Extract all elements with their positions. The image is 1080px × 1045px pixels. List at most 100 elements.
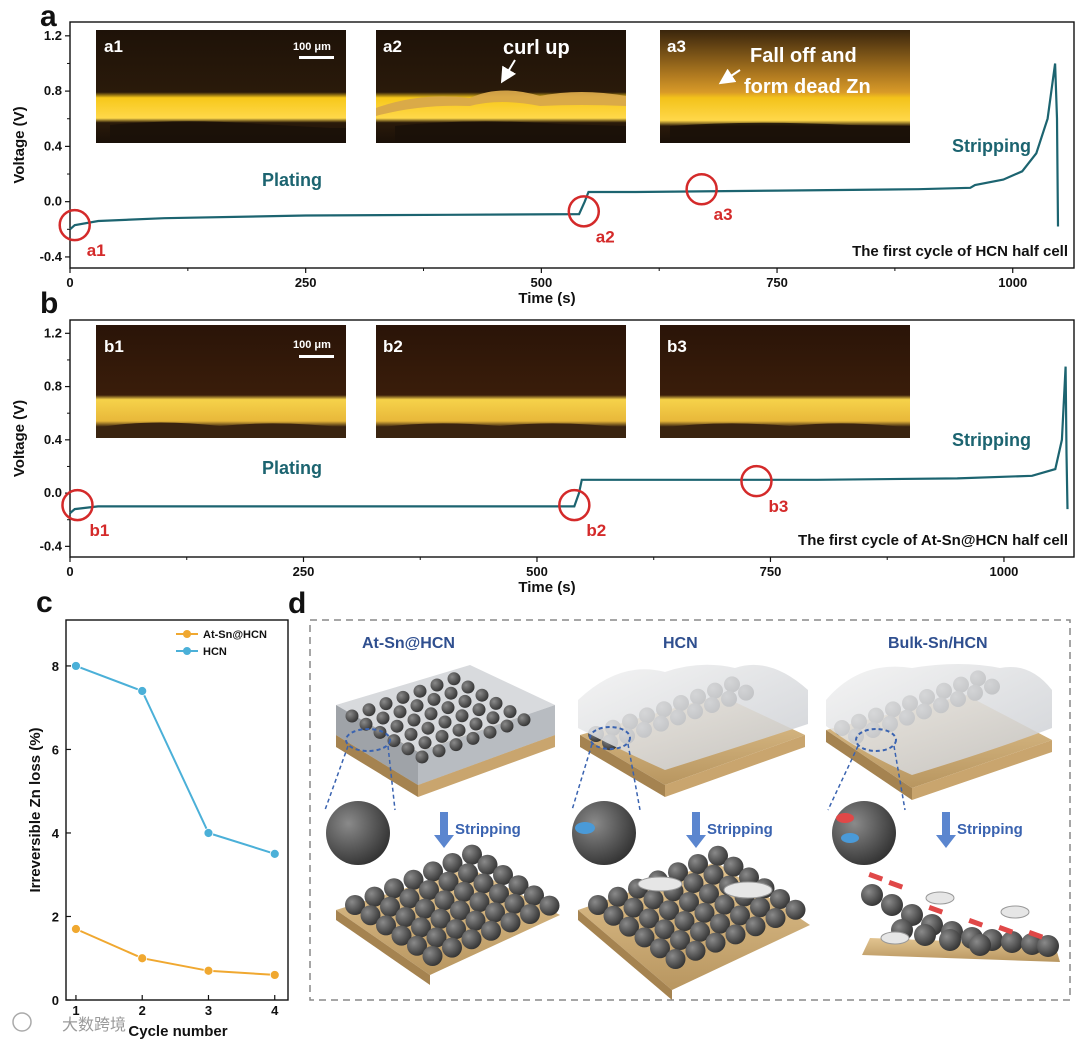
sphere [387,734,401,748]
substrate-side-1 [336,735,418,797]
sphere [683,873,704,893]
sphere [473,873,494,894]
x-tick-label: 500 [531,275,553,290]
schematic-title-hcn: HCN [663,635,698,652]
sphere [634,927,655,948]
sphere [785,899,806,920]
x-tick-label: 750 [760,564,782,579]
stripping-arrow-1 [434,812,454,848]
inset-a3: a3 Fall off and form dead Zn [660,30,910,143]
zn-loss-chart-c: 1 2 3 4 0 2 4 6 8 Cycle number Irreversible Zn los… [27,619,289,1040]
sphere [765,908,786,928]
sphere [770,889,790,909]
plating-label: Plating [262,170,322,190]
sphere [1021,933,1043,955]
substrate-front-2 [665,735,805,797]
x-axis-label: Time (s) [518,579,575,596]
sphere [508,875,529,896]
zn-deposit-2 [575,822,595,834]
y-tick-label: 0.8 [44,379,62,394]
sphere [539,895,560,916]
sn-fragment [888,879,904,890]
dead-zn-flake-3b [1000,905,1030,919]
scale-text-b1: 100 μm [293,339,331,351]
sphere [670,930,690,950]
zoom-ring-2 [589,726,631,750]
dead-zn-flake-2a [637,876,683,892]
sphere [391,925,412,946]
series-point-0-2 [203,965,214,976]
zoom-line-1a [324,745,349,811]
sphere [475,688,489,702]
legend-label-0: At-Sn@HCN [203,629,267,641]
sn-deposit-3a [836,813,854,823]
dead-zn-flake-3c [880,931,910,945]
sphere [481,920,501,941]
sphere [418,736,432,750]
sphere [399,888,420,909]
sphere [455,709,469,723]
sphere [419,880,439,900]
sphere [500,912,521,933]
sphere [449,738,463,752]
x-tick-label: 1000 [989,564,1018,579]
sphere-array-after-1 [345,844,560,966]
substrate-front-3 [912,740,1052,800]
inset-b3: b3 [660,325,910,438]
plot-frame [69,21,1075,269]
sphere [469,717,483,731]
sphere [404,727,418,741]
sphere [442,853,463,873]
sphere [725,924,746,945]
sphere [469,892,490,912]
series-point-1-3 [269,848,280,859]
sphere [359,717,373,731]
sphere [415,898,435,919]
sphere [699,883,719,904]
sphere [639,908,659,929]
stripping-label-3: Stripping [957,821,1023,838]
sphere [643,889,664,910]
sn-fragment [928,904,944,915]
sphere [608,886,628,907]
panel-letter-a: a [40,0,57,33]
annotation-label-a1: a1 [87,241,106,260]
x-tick-label: 750 [766,275,788,290]
substrate-side-3 [826,730,912,800]
sphere [489,883,509,904]
inset-label-b3: b3 [667,337,687,356]
plot-frame [69,319,1075,558]
series-point-0-3 [269,970,280,980]
sphere [364,886,385,907]
y-tick-label: -0.4 [40,249,63,264]
zoom-line-2a [571,743,593,811]
inset-note-a2: curl up [503,37,570,59]
panel-letter-d: d [288,587,306,620]
y-axis-label: Voltage (V) [11,106,28,183]
series-point-1-0 [71,661,81,671]
stripping-label: Stripping [952,136,1031,156]
y-tick-label: -0.4 [40,538,63,553]
sphere [373,725,387,739]
micrograph-b1 [96,325,346,438]
inset-arrow-a2 [500,59,517,84]
voltage-curve [69,63,1060,231]
sphere [500,719,514,733]
zoom-ring-1 [345,728,391,752]
schematic-frame [309,619,1071,1001]
schematic-title-bulk-sn-hcn: Bulk-Sn/HCN [888,635,988,652]
sphere [379,697,393,711]
sphere [503,705,517,719]
x-tick-label: 1000 [998,275,1027,290]
inset-b1: b1 100 μm [96,325,346,438]
substrate-after-edge-2 [578,910,672,1000]
electrode-edge-b3 [660,423,910,438]
plot-frame [65,619,289,1001]
series-point-0-1 [137,953,148,964]
legend-label-1: HCN [203,646,227,658]
electrode-edge-b1 [96,422,346,438]
sphere [454,881,474,902]
sn-deposit-3b [841,833,859,843]
sphere [705,932,726,953]
inset-note-a3-line2: form dead Zn [744,76,871,98]
